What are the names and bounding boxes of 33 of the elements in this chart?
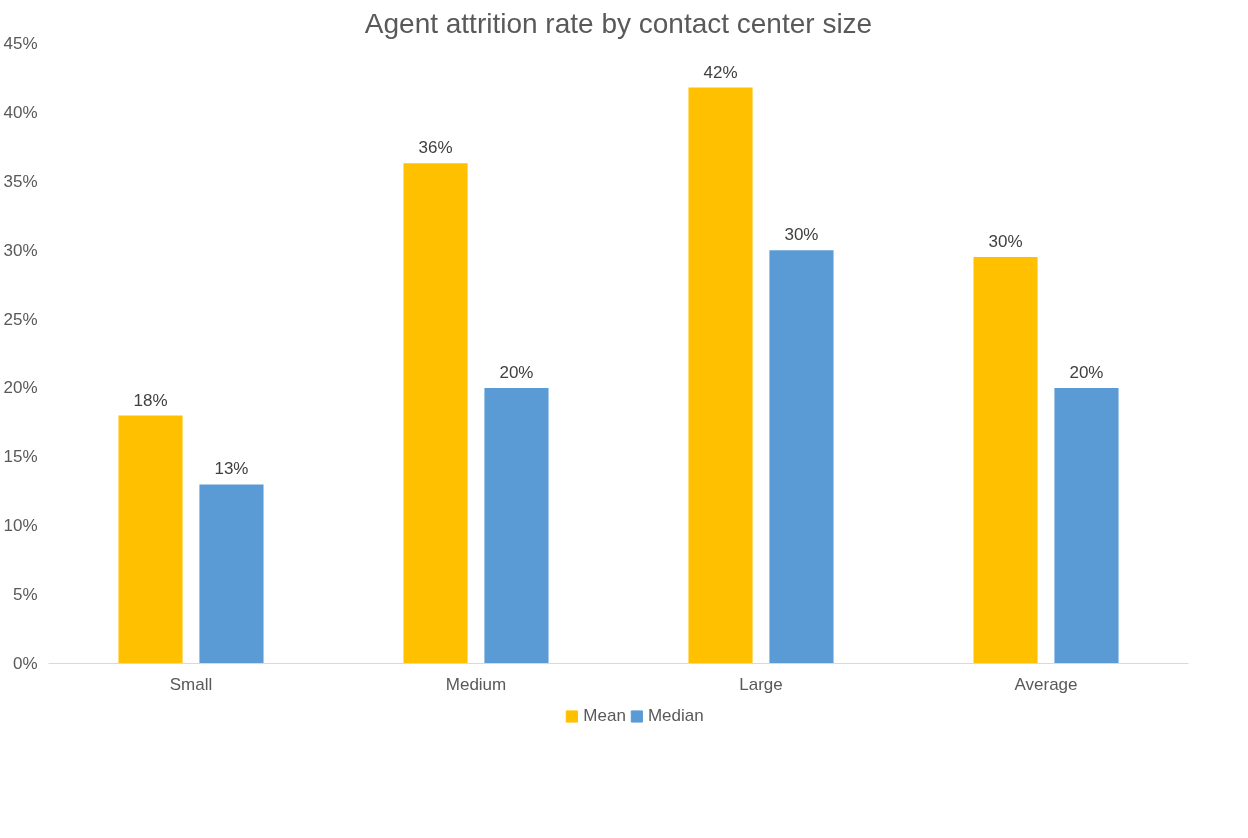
x-tick-label: Medium bbox=[445, 674, 507, 694]
data-label: 36% bbox=[418, 138, 453, 158]
y-tick-label: 30% bbox=[3, 240, 38, 260]
data-label: 30% bbox=[784, 225, 819, 245]
data-label: 20% bbox=[499, 362, 534, 382]
bar bbox=[1054, 387, 1119, 664]
data-label: 30% bbox=[988, 232, 1023, 252]
data-label: 13% bbox=[214, 459, 249, 479]
x-tick-label: Small bbox=[169, 674, 213, 694]
y-tick-label: 35% bbox=[3, 171, 38, 191]
data-label: 18% bbox=[133, 390, 168, 410]
y-tick-label: 0% bbox=[12, 654, 38, 673]
bar bbox=[484, 387, 549, 664]
bar bbox=[973, 257, 1038, 664]
x-tick-label: Large bbox=[739, 674, 783, 694]
bar bbox=[769, 250, 834, 664]
bar bbox=[688, 87, 753, 664]
y-tick-label: 10% bbox=[3, 516, 38, 536]
y-tick-label: 5% bbox=[12, 585, 38, 605]
legend-label: Median bbox=[647, 706, 704, 726]
y-tick-label: 20% bbox=[3, 378, 38, 398]
y-tick-label: 45% bbox=[3, 34, 38, 53]
bar bbox=[199, 484, 264, 664]
y-tick-label: 15% bbox=[3, 447, 38, 467]
bar bbox=[118, 415, 183, 664]
data-label: 20% bbox=[1069, 362, 1104, 382]
y-tick-label: 40% bbox=[3, 102, 38, 122]
bar bbox=[403, 163, 468, 664]
x-tick-label: Average bbox=[1014, 674, 1078, 694]
legend-label: Mean bbox=[583, 706, 626, 726]
y-tick-label: 25% bbox=[3, 309, 38, 329]
data-label: 42% bbox=[703, 62, 738, 82]
chart-title: Agent attrition rate by contact center size bbox=[364, 7, 873, 39]
